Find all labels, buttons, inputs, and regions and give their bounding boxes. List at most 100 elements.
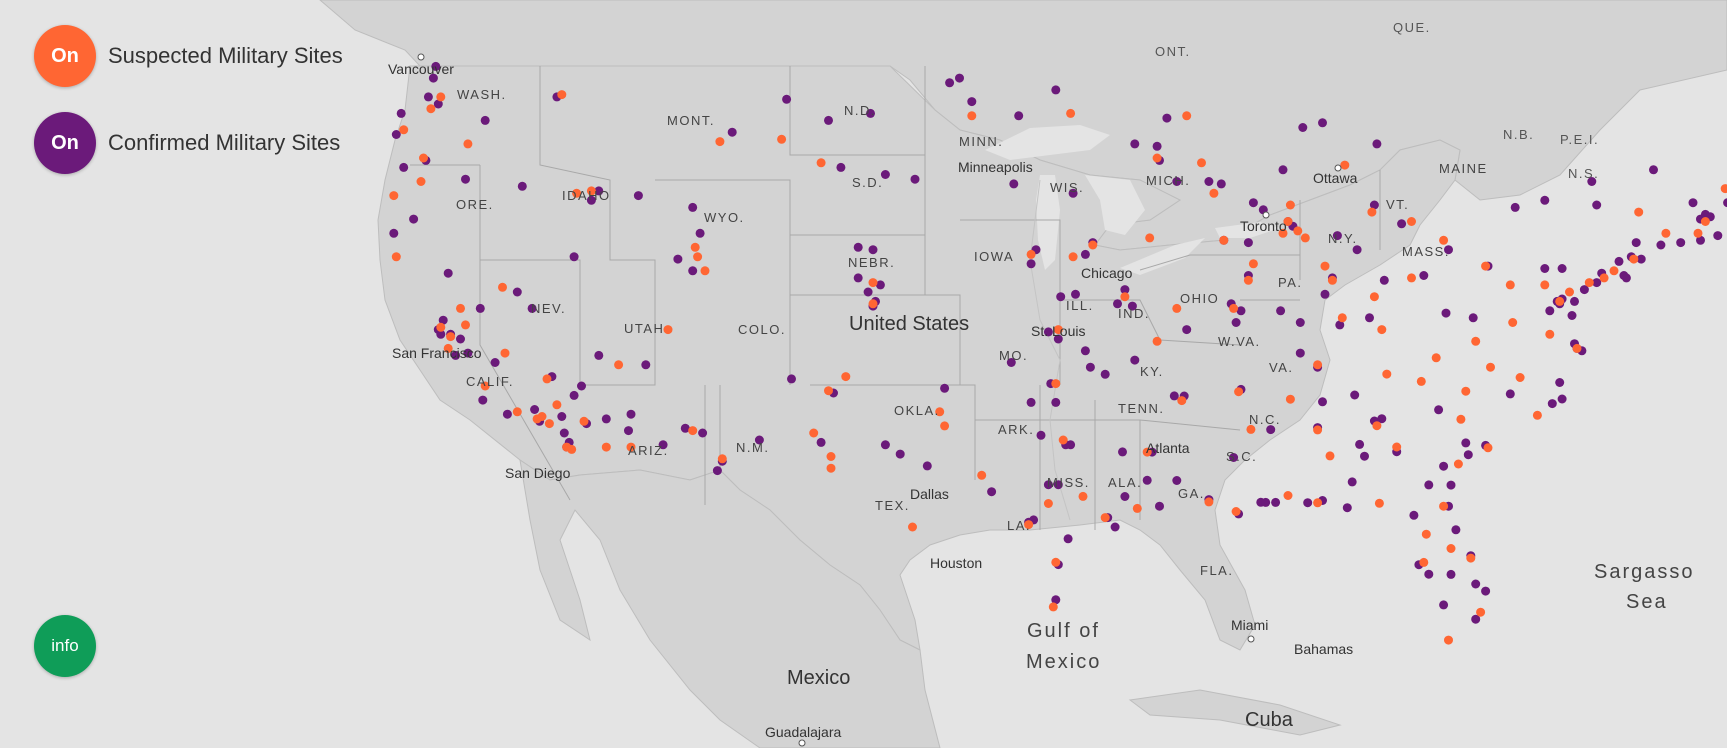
confirmed-site-marker[interactable]: [409, 214, 419, 224]
confirmed-site-marker[interactable]: [1471, 579, 1481, 589]
suspected-site-marker[interactable]: [1285, 394, 1295, 404]
confirmed-site-marker[interactable]: [1510, 202, 1520, 212]
confirmed-site-marker[interactable]: [1113, 299, 1122, 309]
confirmed-site-marker[interactable]: [1056, 292, 1066, 302]
confirmed-site-marker[interactable]: [1318, 397, 1327, 407]
confirmed-site-marker[interactable]: [863, 287, 873, 297]
confirmed-site-marker[interactable]: [517, 181, 527, 191]
suspected-site-marker[interactable]: [1508, 318, 1518, 327]
suspected-site-marker[interactable]: [426, 104, 436, 114]
suspected-site-marker[interactable]: [826, 452, 836, 461]
suspected-site-marker[interactable]: [1565, 287, 1574, 297]
confirmed-site-marker[interactable]: [1318, 118, 1327, 128]
confirmed-site-marker[interactable]: [1540, 264, 1550, 273]
confirmed-site-marker[interactable]: [910, 174, 920, 184]
suspected-site-marker[interactable]: [1100, 513, 1110, 523]
suspected-site-marker[interactable]: [1053, 325, 1063, 335]
suspected-site-marker[interactable]: [586, 186, 596, 196]
confirmed-site-marker[interactable]: [569, 390, 579, 400]
suspected-site-marker[interactable]: [461, 320, 470, 330]
confirmed-site-marker[interactable]: [1130, 355, 1140, 365]
confirmed-site-marker[interactable]: [853, 242, 863, 252]
suspected-site-marker[interactable]: [868, 278, 878, 288]
confirmed-site-marker[interactable]: [1723, 198, 1727, 208]
confirmed-site-marker[interactable]: [1352, 245, 1362, 255]
suspected-site-marker[interactable]: [601, 442, 611, 452]
confirmed-site-marker[interactable]: [945, 78, 955, 88]
confirmed-site-marker[interactable]: [1649, 165, 1658, 175]
suspected-site-marker[interactable]: [542, 374, 552, 384]
confirmed-site-marker[interactable]: [922, 461, 932, 471]
confirmed-site-marker[interactable]: [1080, 249, 1090, 259]
confirmed-site-marker[interactable]: [875, 280, 885, 290]
suspected-site-marker[interactable]: [1461, 386, 1471, 396]
confirmed-site-marker[interactable]: [1026, 397, 1036, 407]
confirmed-site-marker[interactable]: [1355, 439, 1365, 449]
suspected-site-marker[interactable]: [1172, 303, 1182, 313]
confirmed-site-marker[interactable]: [1461, 438, 1471, 448]
confirmed-site-marker[interactable]: [1379, 275, 1389, 285]
confirmed-site-marker[interactable]: [1169, 391, 1179, 401]
confirmed-site-marker[interactable]: [1350, 390, 1360, 400]
confirmed-site-marker[interactable]: [389, 228, 399, 238]
confirmed-site-marker[interactable]: [1713, 231, 1723, 241]
suspected-site-marker[interactable]: [1229, 303, 1239, 313]
suspected-site-marker[interactable]: [1078, 491, 1088, 501]
confirmed-site-marker[interactable]: [428, 73, 438, 83]
confirmed-site-marker[interactable]: [658, 440, 668, 450]
confirmed-site-marker[interactable]: [1236, 306, 1246, 316]
suspected-site-marker[interactable]: [1024, 520, 1034, 530]
confirmed-site-marker[interactable]: [1372, 139, 1382, 149]
confirmed-site-marker[interactable]: [569, 252, 579, 262]
confirmed-site-marker[interactable]: [1130, 139, 1140, 149]
confirmed-site-marker[interactable]: [1261, 497, 1271, 507]
confirmed-site-marker[interactable]: [1451, 525, 1461, 535]
suspected-site-marker[interactable]: [1446, 544, 1456, 553]
confirmed-site-marker[interactable]: [987, 487, 997, 497]
suspected-site-marker[interactable]: [816, 158, 826, 168]
confirmed-site-marker[interactable]: [1066, 440, 1076, 450]
info-button[interactable]: info: [34, 615, 96, 677]
confirmed-site-marker[interactable]: [1587, 177, 1597, 186]
confirmed-site-marker[interactable]: [1540, 195, 1550, 205]
confirmed-site-marker[interactable]: [1688, 198, 1698, 208]
suspected-site-marker[interactable]: [567, 444, 577, 454]
suspected-site-marker[interactable]: [446, 332, 456, 342]
confirmed-site-marker[interactable]: [824, 115, 833, 125]
confirmed-site-marker[interactable]: [1444, 245, 1453, 255]
confirmed-site-marker[interactable]: [1557, 394, 1567, 404]
suspected-site-marker[interactable]: [1634, 207, 1644, 217]
confirmed-site-marker[interactable]: [530, 405, 540, 414]
suspected-site-marker[interactable]: [1532, 410, 1542, 420]
suspected-site-marker[interactable]: [1407, 273, 1416, 283]
confirmed-site-marker[interactable]: [438, 315, 448, 325]
suspected-site-marker[interactable]: [1313, 498, 1323, 508]
suspected-site-marker[interactable]: [1152, 336, 1162, 346]
confirmed-site-marker[interactable]: [626, 409, 636, 419]
suspected-site-marker[interactable]: [1234, 387, 1244, 397]
suspected-site-marker[interactable]: [456, 303, 465, 313]
suspected-site-marker[interactable]: [1609, 266, 1619, 276]
confirmed-site-marker[interactable]: [451, 350, 461, 360]
confirmed-site-marker[interactable]: [1441, 308, 1451, 318]
confirmed-site-marker[interactable]: [1505, 389, 1515, 399]
confirmed-site-marker[interactable]: [1335, 320, 1345, 330]
confirmed-site-marker[interactable]: [955, 73, 964, 83]
confirmed-site-marker[interactable]: [1419, 271, 1429, 280]
suspected-site-marker[interactable]: [935, 407, 945, 417]
suspected-site-marker[interactable]: [1209, 188, 1219, 198]
suspected-site-marker[interactable]: [700, 266, 710, 276]
suspected-site-marker[interactable]: [614, 360, 624, 370]
confirmed-site-marker[interactable]: [1071, 289, 1080, 299]
suspected-site-marker[interactable]: [1456, 414, 1466, 424]
confirmed-site-marker[interactable]: [399, 162, 409, 172]
suspected-site-marker[interactable]: [1068, 252, 1078, 262]
confirmed-site-marker[interactable]: [782, 94, 792, 104]
confirmed-site-marker[interactable]: [633, 191, 643, 201]
confirmed-site-marker[interactable]: [1409, 510, 1419, 520]
suspected-site-marker[interactable]: [1337, 313, 1347, 323]
confirmed-site-marker[interactable]: [1303, 498, 1313, 508]
confirmed-site-marker[interactable]: [1036, 430, 1046, 440]
confirmed-site-marker[interactable]: [436, 329, 446, 339]
suspected-site-marker[interactable]: [1340, 160, 1350, 170]
